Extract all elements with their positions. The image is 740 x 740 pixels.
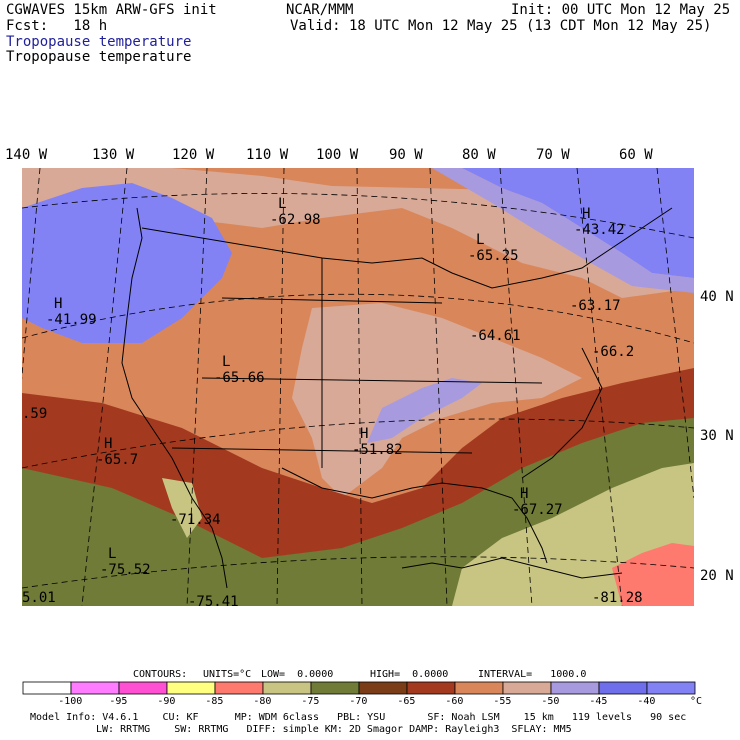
low-marker: L bbox=[222, 354, 230, 370]
high-marker: H bbox=[360, 426, 368, 442]
region-blue-northeast bbox=[462, 168, 694, 278]
extremum-value: -66.2 bbox=[592, 344, 634, 360]
extrema-labels: L-62.98L-65.25H-43.42H-41.99L-65.66-63.1… bbox=[22, 196, 643, 606]
colorbar-bin bbox=[502, 681, 552, 695]
colorbar-tick-label: -65 bbox=[397, 696, 416, 707]
colorbar-tick-label: -95 bbox=[109, 696, 128, 707]
extremum-value: -43.42 bbox=[574, 222, 625, 238]
colorbar-tick-label: -70 bbox=[349, 696, 368, 707]
high-marker: H bbox=[520, 486, 528, 502]
colorbar-unit: °C bbox=[690, 696, 703, 707]
extremum-value: -75.41 bbox=[188, 594, 239, 606]
extremum-value: -81.28 bbox=[592, 590, 643, 606]
colorbar-bin bbox=[166, 681, 216, 695]
lon-label: 60 W bbox=[619, 147, 653, 163]
extremum-value: -65.7 bbox=[96, 452, 138, 468]
extremum-value: -67.27 bbox=[512, 502, 563, 518]
model-info-line2: LW: RRTMG SW: RRTMG DIFF: simple KM: 2D … bbox=[96, 724, 572, 735]
colorbar-bin bbox=[646, 681, 696, 695]
colorbar-bin bbox=[454, 681, 504, 695]
model-info-line1: Model Info: V4.6.1 CU: KF MP: WDM 6class… bbox=[30, 712, 687, 723]
colorbar-tick-label: -90 bbox=[157, 696, 176, 707]
organization: NCAR/MMM bbox=[286, 2, 354, 18]
colorbar-tick-label: -45 bbox=[589, 696, 608, 707]
contours-label: CONTOURS: bbox=[133, 669, 188, 680]
contours-units: UNITS=°C bbox=[203, 669, 252, 680]
lon-label: 70 W bbox=[536, 147, 570, 163]
colorbar-tick-label: -85 bbox=[205, 696, 224, 707]
extremum-value: -75.52 bbox=[100, 562, 151, 578]
forecast-hour: Fcst: 18 h bbox=[6, 18, 108, 34]
init-time: Init: 00 UTC Mon 12 May 25 bbox=[511, 2, 731, 18]
high-marker: H bbox=[104, 436, 112, 452]
valid-time: Valid: 18 UTC Mon 12 May 25 (13 CDT Mon … bbox=[290, 18, 712, 34]
extremum-value: -62.98 bbox=[270, 212, 321, 228]
graticule bbox=[22, 168, 694, 606]
low-marker: L bbox=[278, 196, 286, 212]
colorbar-bin bbox=[118, 681, 168, 695]
colorbar-bin bbox=[262, 681, 312, 695]
extremum-value: -63.17 bbox=[570, 298, 621, 314]
high-marker: H bbox=[54, 296, 62, 312]
extremum-value: -65.25 bbox=[468, 248, 519, 264]
extremum-value: .59 bbox=[22, 406, 47, 422]
colorbar-tick-label: -100 bbox=[58, 696, 83, 707]
low-marker: L bbox=[108, 546, 116, 562]
colorbar-bin bbox=[310, 681, 360, 695]
colorbar-bin bbox=[214, 681, 264, 695]
colorbar-tick-label: -50 bbox=[541, 696, 560, 707]
extremum-value: -41.99 bbox=[46, 312, 97, 328]
lon-label: 80 W bbox=[462, 147, 496, 163]
colorbar-bin bbox=[406, 681, 456, 695]
low-marker: L bbox=[476, 232, 484, 248]
high-marker: H bbox=[582, 206, 590, 222]
lon-label: 90 W bbox=[389, 147, 423, 163]
region-blue-northwest bbox=[22, 183, 232, 343]
colorbar-bin bbox=[550, 681, 600, 695]
field-title-primary: Tropopause temperature bbox=[6, 34, 192, 50]
tropopause-temperature-map: L-62.98L-65.25H-43.42H-41.99L-65.66-63.1… bbox=[22, 168, 694, 606]
lon-label: 140 W bbox=[5, 147, 48, 163]
extremum-value: -71.34 bbox=[170, 512, 221, 528]
colorbar-tick-label: -75 bbox=[301, 696, 320, 707]
lat-label: 40 N bbox=[700, 289, 734, 305]
extremum-value: -64.61 bbox=[470, 328, 521, 344]
lon-label: 130 W bbox=[92, 147, 135, 163]
lon-label: 100 W bbox=[316, 147, 359, 163]
lat-label: 20 N bbox=[700, 568, 734, 584]
color-scale-bar bbox=[22, 681, 696, 695]
colorbar-bin bbox=[598, 681, 648, 695]
contours-high: HIGH= 0.0000 bbox=[370, 669, 449, 680]
coastlines bbox=[121, 207, 673, 589]
region-lilac-plume bbox=[367, 378, 482, 443]
extremum-value: -51.82 bbox=[352, 442, 403, 458]
extremum-value: -65.66 bbox=[214, 370, 265, 386]
contours-interval: INTERVAL= 1000.0 bbox=[478, 669, 587, 680]
region-salmon-antilles bbox=[612, 543, 694, 606]
colorbar-tick-label: -40 bbox=[637, 696, 656, 707]
lon-label: 120 W bbox=[172, 147, 215, 163]
contours-low: LOW= 0.0000 bbox=[261, 669, 334, 680]
colorbar-bin bbox=[358, 681, 408, 695]
colorbar-tick-label: -60 bbox=[445, 696, 464, 707]
field-title-secondary: Tropopause temperature bbox=[6, 49, 192, 65]
lat-label: 30 N bbox=[700, 428, 734, 444]
model-title: CGWAVES 15km ARW-GFS init bbox=[6, 2, 217, 18]
extremum-value: 5.01 bbox=[22, 590, 56, 606]
colorbar-tick-label: -80 bbox=[253, 696, 272, 707]
colorbar-bin bbox=[70, 681, 120, 695]
region-lilac-edge bbox=[432, 168, 694, 293]
lon-label: 110 W bbox=[246, 147, 289, 163]
colorbar-bin bbox=[22, 681, 72, 695]
colorbar-tick-label: -55 bbox=[493, 696, 512, 707]
